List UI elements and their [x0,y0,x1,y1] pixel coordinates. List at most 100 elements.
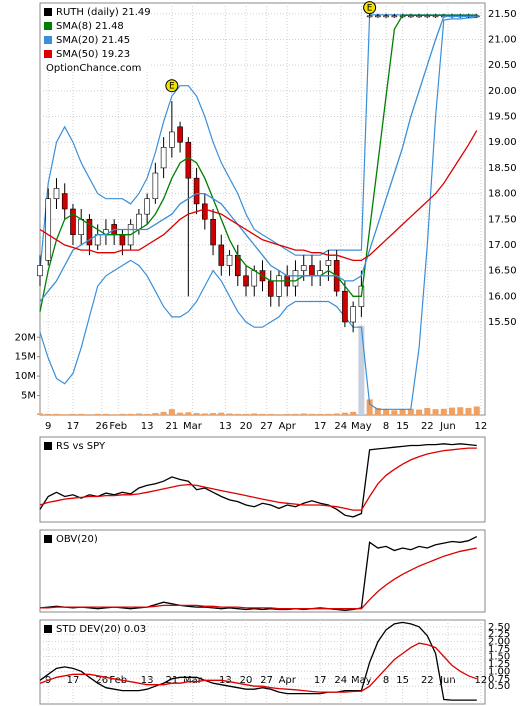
candle-body [391,15,398,18]
volume-bar [391,410,398,415]
y-tick-label: 20.50 [488,60,517,71]
volume-bar [193,413,200,415]
y-tick-label: 1.25 [488,659,510,670]
volume-bar [94,413,101,415]
volume-bar [407,408,414,415]
candle-body [78,218,85,235]
candle-body [276,275,282,297]
volume-bar [416,409,423,415]
x-tick-label: Jun [439,421,456,432]
x-tick-label: 27 [260,421,273,432]
volume-bar [45,413,52,415]
legend-swatch [44,36,52,44]
candle-body [267,280,274,297]
candle-body [342,290,348,323]
candle-body [218,244,225,266]
x-tick-label: Mar [183,421,203,432]
event-label: E [367,4,373,14]
candle-body [177,126,183,143]
volume-bar [374,408,381,415]
y-tick-label: 0.50 [488,681,510,692]
candle-body [226,254,233,266]
y-tick-label: 2.00 [488,637,510,648]
panel [39,436,486,523]
volume-bar [317,413,324,415]
candle-body [61,193,68,210]
y-tick-label: 2.25 [488,629,510,640]
y-tick-label: 2.50 [488,622,510,633]
series-line [39,130,478,262]
volume-bar [473,406,480,415]
candle-body [408,15,414,18]
volume-bar [201,413,208,415]
x-tick-label: 26 [95,675,108,686]
volume-bar [259,413,266,415]
volume-bar [440,408,447,415]
volume-bar [37,413,43,415]
x-tick-label: 13 [141,421,154,432]
y-tick-label: 18.00 [488,189,517,200]
candle-body [383,15,389,18]
y-tick-label: 19.00 [488,137,517,148]
volume-bar [432,409,439,415]
volume-bar [152,413,159,415]
candle-body [37,265,43,277]
x-tick-label: 8 [383,675,389,686]
y-tick-label: 21.00 [488,34,517,45]
x-tick-label: 15 [396,421,409,432]
candle-body [144,198,150,215]
volume-bar [383,409,390,415]
candle-body [416,15,422,18]
y-tick-label: 20.00 [488,86,517,97]
candle-body [292,270,299,287]
series-line [39,443,477,518]
candle-body [86,218,93,246]
y-tick-label: 1.75 [488,644,510,655]
volume-bar [102,413,109,415]
candle-body [300,265,307,271]
volume-bar [358,325,365,415]
x-tick-label: 17 [67,421,80,432]
volume-tick-label: 5M [21,391,36,402]
x-tick-label: 24 [334,421,347,432]
candle-body [375,15,381,18]
x-tick-label: 24 [334,675,347,686]
x-tick-label: May [351,421,372,432]
volume-bar [127,413,134,415]
x-tick-label: 17 [314,421,327,432]
volume-bar [86,414,93,415]
volume-bar [449,407,456,415]
x-tick-label: 13 [141,675,154,686]
x-tick-label: 22 [421,421,434,432]
y-tick-label: 1.00 [488,666,510,677]
candle-body [251,270,258,287]
panel-title: OBV(20) [56,534,98,545]
volume-bar [61,414,68,415]
volume-bar [69,413,76,415]
volume-bar [234,413,241,415]
volume-bar [177,412,184,415]
series-line [39,15,477,302]
legend-entry: SMA(8) 21.48 [56,21,124,32]
panel-title: RUTH (daily) 21.49 [56,7,151,18]
x-tick-label: 21 [165,421,178,432]
candle-body [424,15,431,18]
y-tick-label: 19.50 [488,112,517,123]
y-tick-label: 17.50 [488,214,517,225]
y-tick-label: 16.00 [488,291,517,302]
x-tick-label: Mar [183,675,203,686]
series-line [39,642,478,693]
x-tick-label: Feb [109,675,127,686]
candle-body [309,265,315,277]
legend-swatch [44,8,52,16]
y-tick-label: 15.50 [488,317,517,328]
legend-box [41,621,141,633]
x-tick-label: 12 [475,675,488,686]
watermark: OptionChance.com [46,63,141,74]
volume-bar [78,413,85,415]
volume-tick-label: 15M [15,352,36,363]
candle-body [193,177,200,205]
volume-bar [168,409,175,415]
volume-bar [267,413,274,415]
